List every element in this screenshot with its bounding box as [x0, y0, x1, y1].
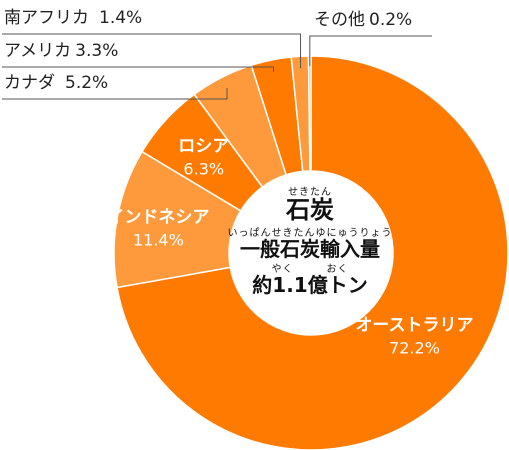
slice-value-australia: 72.2%	[389, 339, 440, 358]
label-usa: アメリカ 3.3%	[4, 43, 118, 60]
title: 石炭	[286, 196, 334, 224]
leader-lines	[2, 33, 432, 100]
donut-slices	[113, 55, 509, 450]
slice-label-australia: オーストラリア	[355, 316, 473, 336]
leader-usa	[2, 66, 274, 72]
title-ruby: せきたん	[288, 187, 332, 198]
subtitle-ruby: いっぱんせきたんゆにゅうりょう	[227, 228, 393, 240]
total: 約1.1億トン	[252, 273, 368, 298]
label-canada-name: カナダ	[4, 73, 55, 93]
slice-value-indonesia: 11.4%	[133, 231, 184, 250]
slice-value-russia: 6.3%	[183, 159, 224, 178]
total-ruby: やく おく	[271, 264, 349, 276]
slice-australia	[116, 55, 509, 450]
leader-south-africa	[2, 33, 302, 69]
label-others-name: その他	[314, 10, 365, 30]
label-south-africa: 南アフリカ 1.4%	[4, 10, 142, 27]
label-south-africa-value: 1.4%	[99, 8, 143, 28]
label-south-africa-name: 南アフリカ	[4, 8, 89, 28]
subtitle: 一般石炭輸入量	[240, 237, 380, 262]
slice-label-indonesia: インドネシア	[107, 208, 209, 228]
inside-labels: オーストラリア 72.2% インドネシア 11.4% ロシア 6.3%	[107, 136, 473, 357]
label-others: その他 0.2%	[314, 12, 412, 29]
donut-center-text: せきたん 石炭 いっぱんせきたんゆにゅうりょう 一般石炭輸入量 やく おく 約1…	[215, 188, 405, 296]
label-others-value: 0.2%	[369, 10, 413, 30]
label-canada: カナダ 5.2%	[4, 75, 108, 92]
label-usa-value: 3.3%	[75, 41, 119, 61]
leader-others	[309, 35, 432, 67]
label-canada-value: 5.2%	[65, 73, 109, 93]
slice-label-russia: ロシア	[178, 136, 229, 156]
slice-indonesia	[113, 150, 242, 289]
label-usa-name: アメリカ	[4, 41, 72, 61]
leader-canada	[2, 88, 228, 100]
